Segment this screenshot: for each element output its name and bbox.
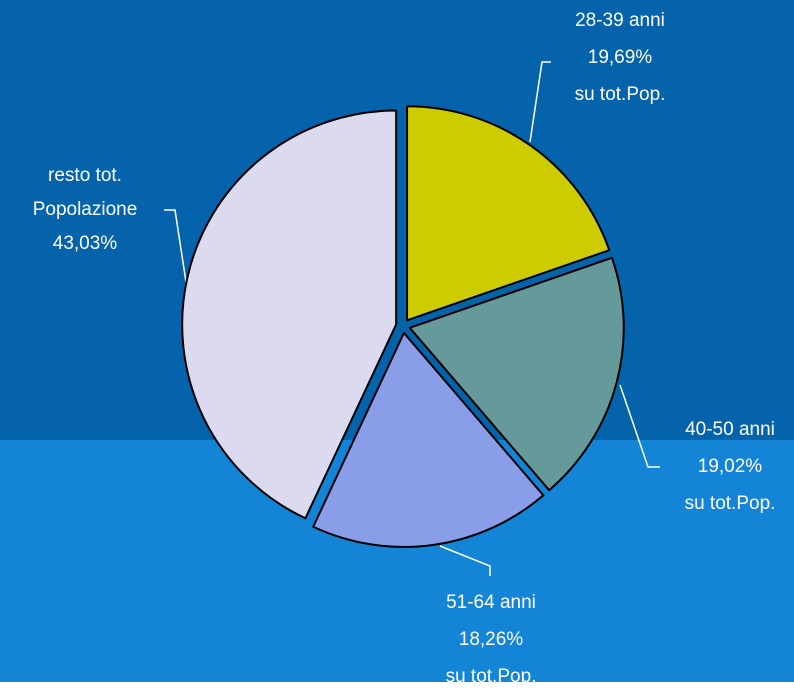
value-label: 43,03% (52, 233, 118, 254)
pie-slice (408, 256, 625, 492)
leader-line (529, 61, 551, 143)
value-label: 19,69% (587, 47, 653, 68)
category-label: 51-64 anni (446, 592, 536, 613)
slice-label: 28-39 anni 19,69% su tot.Pop. (535, 2, 705, 113)
pie-slice (312, 331, 545, 548)
note-label: su tot.Pop. (574, 84, 666, 105)
category-label: 28-39 anni (575, 10, 665, 31)
leader-line (619, 384, 660, 468)
pie-slice (406, 105, 611, 322)
slice-label: resto tot. Popolazione 43,03% (0, 159, 170, 261)
note-label: su tot.Pop. (684, 493, 776, 514)
pie-slice (181, 109, 398, 520)
slice-label: 51-64 anni 18,26% su tot.Pop. (406, 584, 576, 695)
leader-line (439, 545, 491, 576)
slice-label: 40-50 anni 19,02% su tot.Pop. (645, 411, 794, 522)
leader-line (164, 209, 187, 283)
value-label: 18,26% (458, 629, 524, 650)
category-label: resto tot. Popolazione (32, 165, 138, 220)
note-label: su tot.Pop. (445, 666, 537, 687)
category-label: 40-50 anni (685, 419, 775, 440)
value-label: 19,02% (697, 456, 763, 477)
